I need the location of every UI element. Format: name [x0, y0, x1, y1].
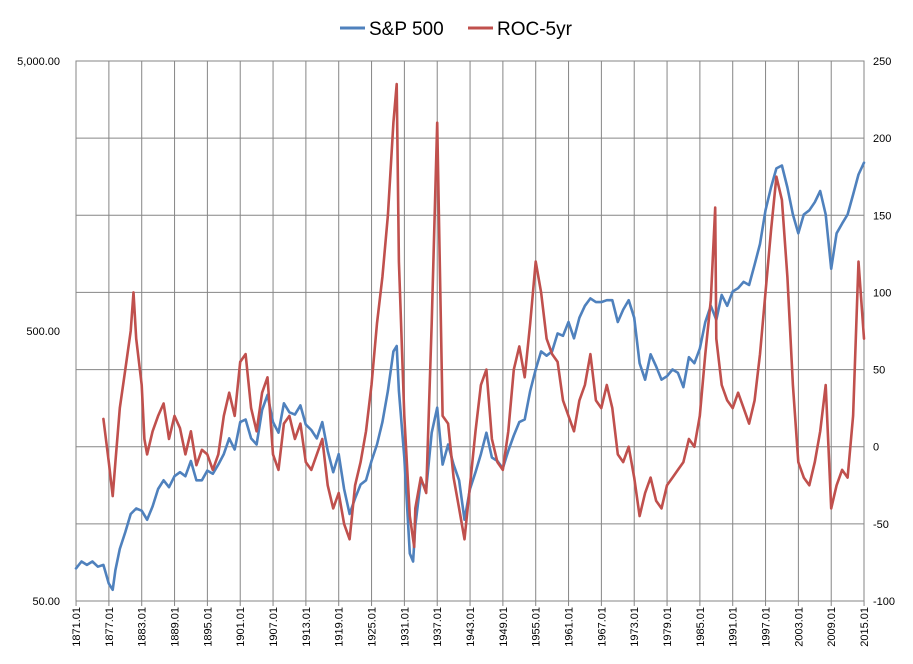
x-tick-label: 1991.01	[728, 607, 740, 647]
x-tick-label: 1979.01	[662, 607, 674, 647]
y-right-tick-label: 200	[873, 133, 891, 145]
x-tick-label: 1949.01	[498, 607, 510, 647]
series-line-roc-5yr	[102, 82, 866, 549]
x-tick-label: 1919.01	[334, 607, 346, 647]
x-tick-label: 1913.01	[301, 607, 313, 647]
x-tick-label: 1889.01	[170, 607, 182, 647]
y-axis-right: 250 200 150 100 50 0 -50 -100	[873, 56, 895, 608]
y-right-tick-label: -100	[873, 596, 895, 608]
series-line-s-p-500	[74, 161, 866, 592]
x-tick-label: 1871.01	[71, 607, 83, 647]
series-layer	[74, 82, 866, 592]
x-tick-label: 1943.01	[465, 607, 477, 647]
x-tick-label: 1877.01	[104, 607, 116, 647]
y-left-tick-label: 50.00	[32, 596, 60, 608]
x-tick-label: 1985.01	[695, 607, 707, 647]
x-tick-label: 1997.01	[761, 607, 773, 647]
y-right-tick-label: 50	[873, 365, 885, 377]
x-tick-label: 1973.01	[629, 607, 641, 647]
x-axis: 1871.01 1877.01 1883.01 1889.01 1895.01 1901.…	[71, 601, 871, 647]
legend: S&P 500 ROC-5yr	[340, 19, 573, 40]
x-tick-label: 1955.01	[531, 607, 543, 647]
x-tick-label: 1967.01	[596, 607, 608, 647]
y-right-tick-label: 0	[873, 442, 879, 454]
legend-label-roc: ROC-5yr	[497, 19, 573, 40]
x-tick-label: 1931.01	[399, 607, 411, 647]
x-tick-label: 2015.01	[859, 607, 871, 647]
y-right-tick-label: -50	[873, 519, 889, 531]
x-tick-label: 1937.01	[432, 607, 444, 647]
x-tick-label: 1883.01	[137, 607, 149, 647]
x-tick-label: 1907.01	[268, 607, 280, 647]
y-left-tick-label: 5,000.00	[17, 56, 60, 68]
x-tick-label: 1895.01	[202, 607, 214, 647]
legend-label-sp500: S&P 500	[369, 19, 444, 40]
gridlines	[76, 61, 864, 601]
y-right-tick-label: 100	[873, 287, 891, 299]
x-tick-label: 2003.01	[793, 607, 805, 647]
x-tick-label: 1925.01	[367, 607, 379, 647]
y-right-tick-label: 150	[873, 210, 891, 222]
x-tick-label: 1961.01	[564, 607, 576, 647]
y-left-tick-label: 500.00	[26, 326, 60, 338]
y-axis-left: 5,000.00 500.00 50.00	[17, 56, 60, 608]
x-tick-label: 2009.01	[826, 607, 838, 647]
y-right-tick-label: 250	[873, 56, 891, 68]
x-tick-label: 1901.01	[235, 607, 247, 647]
